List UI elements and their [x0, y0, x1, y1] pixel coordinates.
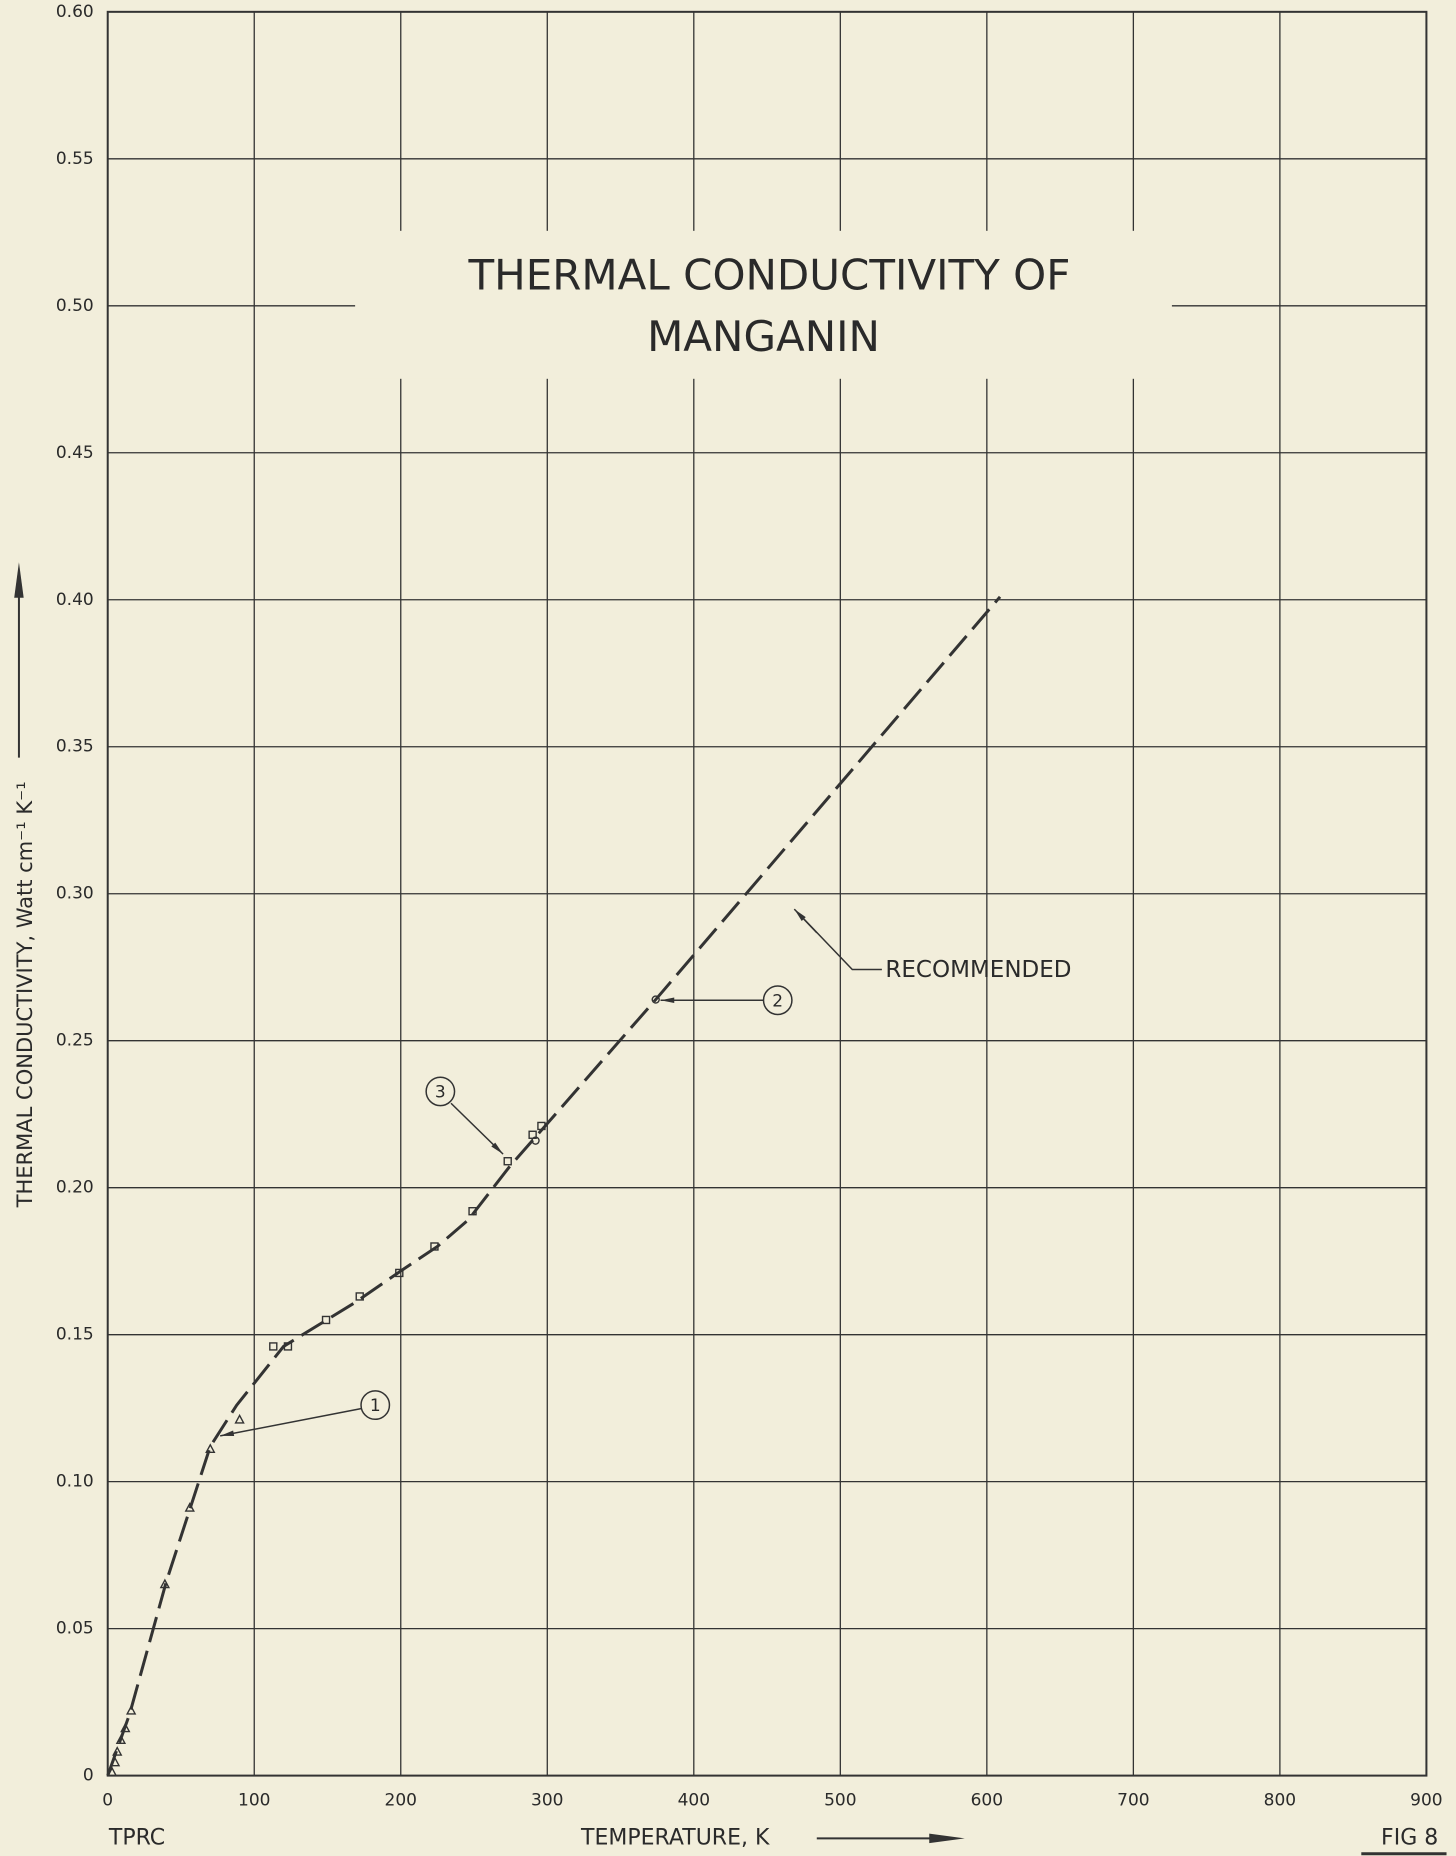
triangle-marker: [125, 1704, 137, 1715]
leader-arrowhead: [491, 1142, 504, 1155]
x-axis-label: TEMPERATURE, K: [580, 1825, 770, 1850]
y-axis-arrowhead: [14, 562, 24, 598]
y-tick-label: 0.55: [56, 149, 94, 169]
x-tick-label: 800: [1264, 1791, 1296, 1811]
triangle-marker: [184, 1502, 195, 1512]
x-tick-label: 100: [238, 1791, 270, 1811]
square-marker: [468, 1207, 477, 1216]
triangle-marker: [106, 1766, 118, 1777]
annotation: TPRC: [108, 1825, 165, 1850]
y-axis-label: THERMAL CONDUCTIVITY, Watt cm⁻¹ K⁻¹: [13, 781, 37, 1208]
leader-arrowhead: [660, 997, 675, 1004]
x-axis-arrowhead: [929, 1833, 965, 1844]
triangle-marker: [115, 1734, 127, 1745]
x-tick-label: 600: [971, 1791, 1003, 1811]
plot-frame: [106, 10, 1428, 1777]
square-marker: [269, 1342, 278, 1351]
chart-title: THERMAL CONDUCTIVITY OF: [467, 251, 1070, 300]
y-tick-label: 0.05: [56, 1619, 94, 1639]
recommended-line: [106, 595, 1002, 1777]
x-tick-label: 0: [102, 1791, 113, 1811]
chart-title: MANGANIN: [647, 312, 880, 361]
triangle-marker: [109, 1756, 121, 1767]
series-label: RECOMMENDED: [885, 957, 1071, 983]
triangle-marker: [120, 1722, 131, 1733]
series-label: 3: [435, 1082, 446, 1102]
y-tick-label: 0.15: [56, 1325, 94, 1345]
square-marker: [537, 1121, 546, 1131]
y-tick-label: 0.40: [56, 590, 94, 610]
y-tick-label: 0.20: [56, 1178, 94, 1198]
square-marker: [503, 1157, 512, 1166]
y-tick-label: 0.30: [56, 884, 94, 904]
leader-arrowhead: [220, 1430, 235, 1437]
y-tick-label: 0: [83, 1766, 94, 1786]
square-marker: [430, 1242, 439, 1251]
y-tick-label: 0.60: [56, 2, 94, 22]
x-tick-label: 400: [678, 1791, 710, 1811]
x-tick-label: 900: [1410, 1791, 1442, 1811]
x-tick-label: 300: [531, 1791, 563, 1811]
square-marker: [321, 1315, 331, 1325]
leader-arrowhead: [794, 909, 806, 921]
y-tick-label: 0.45: [56, 443, 94, 463]
series-label: 1: [370, 1396, 381, 1416]
label-circle: [360, 1390, 391, 1421]
x-tick-label: 200: [385, 1791, 417, 1811]
square-marker: [283, 1342, 293, 1351]
triangle-marker: [112, 1746, 123, 1756]
y-tick-label: 0.25: [56, 1031, 94, 1051]
triangle-marker: [159, 1578, 171, 1589]
circle-marker: [651, 995, 660, 1004]
leader-line: [220, 1407, 362, 1437]
label-circle: [762, 985, 793, 1016]
label-circle: [425, 1076, 456, 1107]
square-marker: [355, 1292, 364, 1301]
y-tick-label: 0.10: [56, 1472, 94, 1492]
square-marker: [528, 1130, 537, 1139]
x-tick-label: 500: [824, 1791, 856, 1811]
series-label: 2: [772, 991, 783, 1011]
triangle-marker: [205, 1443, 216, 1454]
annotation: FIG 8: [1381, 1825, 1438, 1850]
y-tick-label: 0.35: [56, 737, 94, 757]
x-tick-label: 700: [1117, 1791, 1149, 1811]
title-box: [355, 230, 1172, 379]
triangle-marker: [234, 1413, 245, 1424]
y-tick-label: 0.50: [56, 296, 94, 316]
square-marker: [395, 1268, 404, 1278]
